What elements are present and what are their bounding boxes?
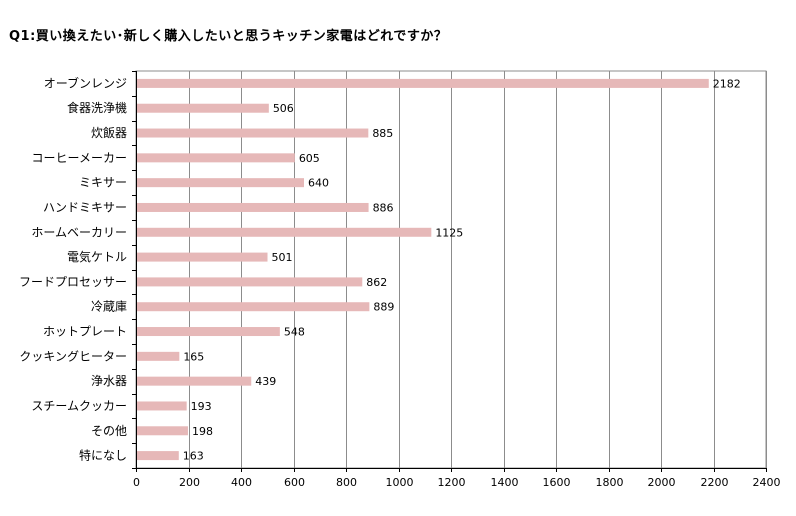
x-tick-label: 1400 [491,476,519,489]
category-label: スチームクッカー [31,399,127,413]
data-label: 640 [308,177,329,190]
category-label: 浄水器 [91,374,127,388]
bar [137,327,280,337]
data-label: 1125 [435,226,463,239]
x-tick-label: 0 [133,476,140,489]
x-tick-label: 600 [284,476,305,489]
bar [137,128,369,138]
bar [137,426,188,436]
category-label: コーヒーメーカー [31,151,127,165]
data-label: 163 [183,450,204,463]
bar [137,401,187,411]
data-label: 605 [299,152,320,165]
bar [137,302,370,312]
category-label: オーブンレンジ [44,75,127,90]
category-label: 炊飯器 [91,125,127,140]
x-tick-label: 2000 [648,476,676,489]
bar [137,227,432,237]
category-label: 特になし [79,448,127,463]
bar [137,202,369,212]
data-label: 885 [372,127,393,140]
data-label: 2182 [713,77,741,90]
bar [137,103,269,113]
data-label: 506 [273,102,294,115]
category-label: フードプロセッサー [19,275,127,289]
data-label: 862 [366,276,387,289]
data-label: 548 [284,326,305,339]
data-label: 501 [272,251,293,264]
bar [137,78,709,88]
data-label: 889 [373,301,394,314]
category-label: ミキサー [79,176,127,190]
chart-title: Q1:買い換えたい･新しく購入したいと思うキッチン家電はどれですか？ [9,29,448,44]
x-tick-label: 400 [231,476,252,489]
data-label: 439 [255,375,276,388]
bar [137,252,268,262]
bar [137,153,295,163]
x-tick-label: 800 [336,476,357,489]
bar [137,277,363,287]
category-label: ホームベーカリー [31,225,127,239]
category-label: 食器洗浄機 [67,100,127,115]
data-label: 886 [373,201,394,214]
x-tick-label: 1600 [543,476,571,489]
bar [137,351,180,361]
data-label: 165 [183,350,204,363]
category-label: 電気ケトル [67,249,127,264]
data-label: 198 [192,425,213,438]
x-tick-label: 1800 [596,476,624,489]
category-label: その他 [91,424,127,438]
bar [137,451,179,461]
category-label: クッキングヒーター [19,349,127,363]
x-tick-label: 2400 [753,476,781,489]
data-label: 193 [191,400,212,413]
category-label: 冷蔵庫 [91,300,127,314]
x-tick-label: 1200 [438,476,466,489]
bar [137,376,252,386]
x-tick-label: 2200 [701,476,729,489]
category-label: ハンドミキサー [43,200,127,214]
category-label: ホットプレート [43,325,127,339]
x-tick-label: 200 [179,476,200,489]
x-tick-label: 1000 [386,476,414,489]
bar [137,178,304,188]
